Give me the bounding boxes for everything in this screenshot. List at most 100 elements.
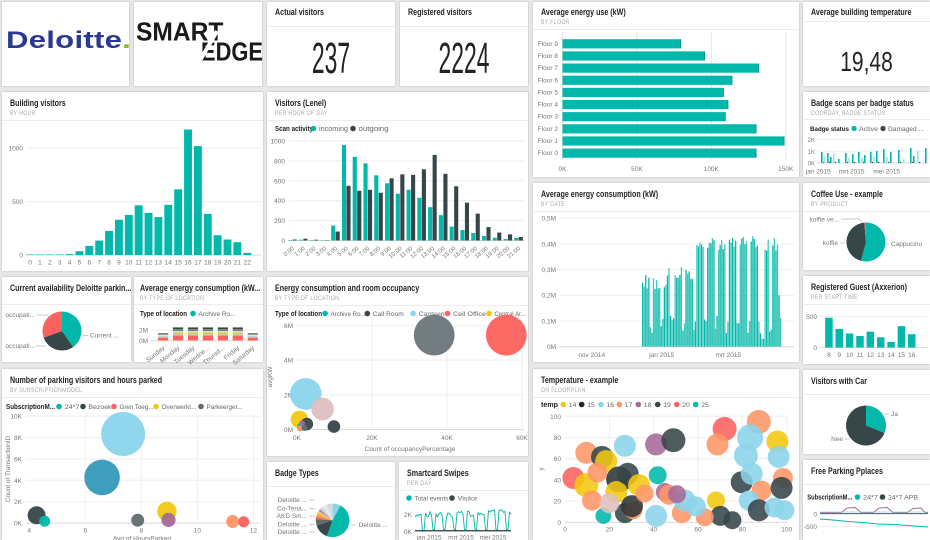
svg-text:Deloitte ...: Deloitte ...: [278, 497, 307, 504]
svg-text:mrt 2015: mrt 2015: [839, 169, 865, 176]
svg-text:SubscriptionM...: SubscriptionM...: [807, 495, 852, 502]
svg-text:Scan activity: Scan activity: [275, 126, 313, 133]
svg-text:8: 8: [139, 528, 143, 535]
svg-text:24*7: 24*7: [65, 404, 80, 411]
svg-text:12: 12: [145, 260, 153, 267]
svg-text:4: 4: [27, 528, 31, 535]
svg-text:14: 14: [887, 352, 895, 359]
svg-text:150K: 150K: [778, 166, 794, 173]
svg-text:5: 5: [78, 260, 82, 267]
svg-text:19: 19: [214, 260, 222, 267]
svg-text:6: 6: [88, 260, 92, 267]
svg-text:4M: 4M: [284, 358, 293, 365]
svg-text:50K: 50K: [631, 166, 643, 173]
svg-text:6: 6: [83, 528, 87, 535]
svg-text:600: 600: [274, 178, 285, 185]
svg-text:15: 15: [175, 260, 183, 267]
svg-text:0,3M: 0,3M: [542, 267, 556, 274]
svg-text:2K: 2K: [404, 512, 413, 519]
svg-text:Floor 6: Floor 6: [538, 77, 559, 84]
svg-text:13: 13: [877, 352, 885, 359]
svg-text:0: 0: [813, 345, 817, 352]
svg-text:Floor 3: Floor 3: [538, 114, 559, 121]
svg-text:20: 20: [224, 260, 232, 267]
svg-text:jan 2015: jan 2015: [805, 169, 831, 176]
svg-text:Floor 1: Floor 1: [538, 138, 559, 145]
svg-text:40: 40: [554, 477, 562, 484]
svg-text:Floor 5: Floor 5: [538, 89, 559, 96]
svg-text:400: 400: [274, 198, 285, 205]
svg-text:SubscriptionM...: SubscriptionM...: [6, 404, 55, 411]
svg-text:7: 7: [97, 260, 101, 267]
svg-text:2M: 2M: [284, 392, 293, 399]
svg-text:200: 200: [274, 218, 285, 225]
svg-text:80: 80: [739, 527, 747, 534]
svg-text:8: 8: [107, 260, 111, 267]
svg-text:60: 60: [694, 527, 702, 534]
svg-text:mrt 2015: mrt 2015: [715, 352, 741, 359]
svg-text:4K: 4K: [14, 478, 23, 485]
svg-text:24*7: 24*7: [863, 495, 878, 502]
svg-text:10K: 10K: [10, 414, 22, 421]
svg-text:0M: 0M: [547, 344, 556, 351]
svg-text:6M: 6M: [284, 323, 293, 330]
svg-text:17: 17: [194, 260, 202, 267]
svg-text:10: 10: [125, 260, 133, 267]
svg-text:Cappucino: Cappucino: [891, 241, 922, 248]
svg-text:10: 10: [846, 352, 854, 359]
svg-text:18: 18: [644, 402, 652, 409]
svg-text:24*7 APB: 24*7 APB: [888, 495, 918, 502]
svg-text:2K: 2K: [808, 138, 815, 144]
svg-text:60K: 60K: [516, 435, 528, 442]
svg-text:8: 8: [827, 352, 831, 359]
svg-text:Floor 4: Floor 4: [538, 102, 559, 109]
svg-text:mei 2015: mei 2015: [873, 169, 900, 176]
svg-text:jan 2015: jan 2015: [416, 535, 442, 540]
svg-text:10: 10: [194, 528, 202, 535]
svg-text:3: 3: [58, 260, 62, 267]
svg-text:9: 9: [837, 352, 841, 359]
svg-text:14: 14: [165, 260, 173, 267]
svg-text:Count of occupancyPercentage: Count of occupancyPercentage: [365, 446, 456, 453]
svg-text:Archive Ro...: Archive Ro...: [199, 311, 236, 318]
svg-text:0: 0: [557, 520, 561, 527]
svg-text:Floor 8: Floor 8: [538, 53, 559, 60]
svg-text:11: 11: [857, 352, 864, 359]
svg-text:Cell Office: Cell Office: [453, 311, 486, 318]
svg-text:1: 1: [38, 260, 42, 267]
svg-text:Avg of HoursParked: Avg of HoursParked: [113, 536, 171, 540]
svg-text:Nee: Nee: [831, 436, 843, 443]
svg-text:500: 500: [12, 199, 23, 206]
svg-text:6K: 6K: [14, 456, 23, 463]
svg-text:Floor 7: Floor 7: [538, 65, 559, 72]
svg-text:Active: Active: [859, 126, 878, 133]
svg-text:40K: 40K: [441, 435, 453, 442]
svg-text:Archive Ro...: Archive Ro...: [331, 311, 366, 318]
svg-text:11: 11: [135, 260, 142, 267]
svg-text:Current ...: Current ...: [90, 333, 119, 340]
svg-text:Total events: Total events: [415, 496, 450, 503]
svg-text:Badge status: Badge status: [810, 126, 849, 133]
svg-text:100: 100: [550, 414, 561, 421]
svg-text:0,5M: 0,5M: [542, 216, 556, 223]
svg-text:mrt 2015: mrt 2015: [448, 535, 474, 540]
svg-text:14: 14: [569, 402, 577, 409]
svg-text:800: 800: [274, 158, 285, 165]
svg-text:Gren Toeg...: Gren Toeg...: [120, 404, 154, 411]
svg-text:occupati...: occupati...: [5, 343, 35, 350]
svg-text:17: 17: [625, 402, 633, 409]
svg-text:avgKW: avgKW: [267, 366, 274, 388]
svg-text:1000: 1000: [9, 146, 24, 153]
svg-text:Visitor: Visitor: [458, 496, 479, 503]
svg-text:20: 20: [554, 499, 562, 506]
svg-text:y: y: [538, 467, 545, 471]
svg-text:Floor 2: Floor 2: [538, 126, 559, 133]
svg-text:koffie ve...: koffie ve...: [809, 217, 839, 224]
svg-text:Ja: Ja: [891, 411, 898, 418]
svg-text:Damaged ...: Damaged ...: [888, 126, 924, 133]
svg-text:Central Ar...: Central Ar...: [495, 311, 526, 318]
svg-text:Deloitte ...: Deloitte ...: [278, 529, 307, 536]
svg-text:16: 16: [607, 402, 615, 409]
svg-text:0,4M: 0,4M: [542, 241, 556, 248]
svg-text:60: 60: [554, 456, 562, 463]
